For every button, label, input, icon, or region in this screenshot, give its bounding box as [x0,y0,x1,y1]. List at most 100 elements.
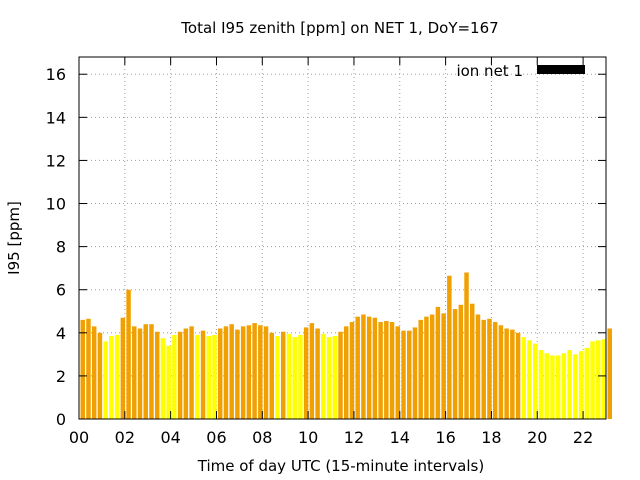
y-tick-label: 14 [46,108,66,127]
bar [458,304,464,419]
bar [303,327,309,419]
bar [366,316,372,419]
bar [172,334,177,419]
bar [492,322,498,419]
bar [132,326,137,419]
bar [212,334,217,419]
bar [372,317,378,419]
x-tick-label: 10 [298,428,318,447]
bar [189,326,194,419]
bar [143,324,148,419]
bar [309,323,315,419]
y-tick-label: 10 [46,195,66,214]
bar [578,351,584,419]
bar [527,340,532,419]
bar [114,334,120,419]
bar [183,328,189,419]
bar [475,314,481,419]
grid-lines [79,57,606,419]
bar [349,322,355,419]
bar [166,345,171,419]
bar [573,354,578,419]
bar [298,334,303,419]
bar [544,353,549,419]
bar [429,314,435,419]
bar [326,337,332,419]
bar [332,336,338,419]
bar [510,329,515,419]
y-tick-label: 2 [56,367,66,386]
x-tick-labels: 00 02 04 06 08 10 12 14 16 18 20 22 [69,428,593,447]
y-tick-label: 4 [56,324,66,343]
bar [567,350,572,419]
plot-border [78,56,607,420]
y-axis-label: I95 [ppm] [5,201,23,275]
bar [86,318,91,419]
bar [424,316,429,419]
bar [487,318,492,419]
y-tick-labels: 0 2 4 6 8 10 12 14 16 [46,65,66,429]
bar [601,339,607,419]
bar [538,350,544,419]
y-tick-label: 6 [56,281,66,300]
bar [584,347,590,419]
bar [160,338,166,419]
bar [246,325,252,419]
bar [533,343,538,419]
x-tick-label: 16 [435,428,455,447]
x-tick-label: 22 [573,428,593,447]
bar [252,323,257,419]
bar [223,326,229,419]
bar [515,332,521,419]
bar [177,331,183,419]
bar [120,317,126,419]
bar [195,334,200,419]
bar [109,336,114,419]
bar [464,272,469,419]
bar [97,332,103,419]
bar [321,333,326,419]
bar [91,326,97,419]
bar [361,314,366,419]
bar [447,275,452,419]
bar [452,309,458,419]
bar [154,331,160,419]
bar [315,328,320,419]
bar [389,322,395,419]
x-tick-label: 02 [115,428,135,447]
bar [275,336,280,419]
bar [384,320,389,419]
bar [137,328,143,419]
axis-ticks [78,57,606,420]
bar [395,326,401,419]
bar [235,329,240,419]
y-tick-label: 12 [46,151,66,170]
bar [504,328,509,419]
bar [378,322,383,419]
y-tick-label: 8 [56,238,66,257]
bar [103,341,108,419]
bar [418,319,423,419]
x-tick-label: 04 [160,428,180,447]
legend: ion net 1 [456,62,585,80]
bar [80,319,85,419]
x-tick-label: 20 [527,428,547,447]
x-tick-label: 12 [344,428,364,447]
legend-label: ion net 1 [456,62,523,80]
bar [441,313,446,419]
bar [412,327,418,419]
bars [80,272,612,419]
y-tick-label: 0 [56,410,66,429]
y-tick-label: 16 [46,65,66,84]
x-tick-label: 08 [252,428,272,447]
bar [217,328,223,419]
bar [498,325,504,419]
bar [590,341,595,419]
bar [470,303,475,419]
bar [355,316,360,419]
bar [561,353,567,419]
bar [607,328,612,419]
bar [521,337,527,419]
bar [292,337,297,419]
x-tick-label: 18 [481,428,501,447]
